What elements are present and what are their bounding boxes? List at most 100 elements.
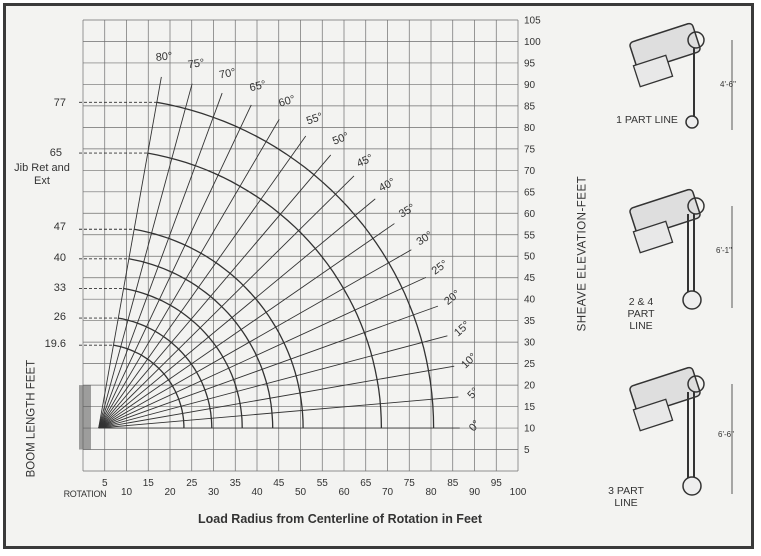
- boom-angle-line: [98, 92, 223, 429]
- y-tick-label: 5: [524, 445, 530, 456]
- boom-angle-label: 75°: [187, 57, 205, 71]
- x-tick-label: 65: [360, 478, 372, 489]
- diagram-frame: [3, 3, 754, 549]
- boom-angle-line: [98, 223, 395, 429]
- sheave-icon: [687, 197, 705, 215]
- boom-angle-lines: [98, 76, 460, 429]
- boom-angle-line: [98, 76, 162, 429]
- x-tick-label: 10: [121, 487, 133, 498]
- boom-length-label: 65: [49, 147, 62, 159]
- x-tick-label: 25: [186, 478, 198, 489]
- y-tick-label: 30: [524, 338, 536, 349]
- rotation-label: ROTATION: [63, 489, 107, 499]
- y-tick-label: 25: [524, 359, 536, 370]
- hook-block-icon: [685, 115, 699, 129]
- boom-angle-line: [98, 335, 448, 429]
- boom-angle-label: 55°: [305, 111, 325, 128]
- boom-angle-line: [98, 198, 376, 429]
- boom-head-icon: [629, 366, 701, 416]
- hook-bracket-icon: [632, 220, 674, 254]
- boom-angle-label: 45°: [355, 152, 375, 170]
- y-tick-label: 95: [524, 58, 536, 69]
- boom-angle-label: 65°: [248, 79, 267, 95]
- x-tick-label: 20: [164, 487, 176, 498]
- y-tick-label: 40: [524, 295, 536, 306]
- boom-angle-label: 35°: [397, 202, 417, 221]
- x-tick-label: 95: [491, 478, 503, 489]
- y-tick-label: 20: [524, 381, 536, 392]
- boom-angle-line: [98, 365, 455, 429]
- y-tick-label: 60: [524, 209, 536, 220]
- y-tick-label: 105: [524, 16, 541, 27]
- y-tick-label: 85: [524, 101, 536, 112]
- grid: [82, 19, 519, 472]
- x-tick-label: 85: [447, 478, 459, 489]
- reeving-dimension-2: 6'-1": [716, 246, 732, 255]
- sheave-icon: [687, 375, 705, 393]
- x-tick-label: 5: [102, 478, 108, 489]
- boom-angle-line: [98, 135, 307, 429]
- boom-length-axis-title: BOOM LENGTH FEET: [25, 359, 38, 478]
- y-tick-label: 35: [524, 316, 536, 327]
- boom-length-label: 19.6: [44, 338, 66, 350]
- boom-angle-label: 5°: [466, 385, 482, 401]
- y-tick-label: 10: [524, 424, 536, 435]
- y-tick-label: 65: [524, 187, 536, 198]
- boom-angle-label: 70°: [218, 66, 237, 81]
- boom-angle-line: [98, 396, 459, 429]
- boom-angle-line: [98, 175, 355, 429]
- y-tick-label: 55: [524, 230, 536, 241]
- hook-bracket-icon: [632, 398, 674, 432]
- boom-angle-label: 15°: [452, 319, 472, 339]
- boom-angle-label: 10°: [459, 351, 479, 371]
- y-tick-label: 45: [524, 273, 536, 284]
- hook-block-icon: [682, 290, 702, 310]
- x-tick-label: 50: [295, 487, 307, 498]
- boom-length-label: 47: [53, 221, 66, 233]
- jib-label: Jib Ret and Ext: [14, 162, 70, 187]
- reeving-diagrams: [629, 22, 733, 496]
- boom-angle-line: [98, 249, 412, 429]
- x-tick-label: 30: [208, 487, 220, 498]
- y-tick-label: 100: [524, 37, 541, 48]
- x-tick-label: 70: [382, 487, 394, 498]
- reeving-label-1: 1 PART LINE: [616, 114, 678, 126]
- x-tick-label: 80: [425, 487, 437, 498]
- hook-block-icon: [682, 476, 702, 496]
- boom-angle-label: 60°: [277, 93, 296, 109]
- boom-angle-line: [98, 83, 193, 429]
- boom-angle-line: [98, 276, 427, 429]
- reeving-label-3: 3 PART LINE: [608, 485, 644, 510]
- boom-angle-line: [98, 119, 280, 429]
- x-tick-label: 35: [230, 478, 242, 489]
- boom-angle-label: 80°: [155, 50, 173, 64]
- y-tick-label: 15: [524, 402, 536, 413]
- y-tick-label: 50: [524, 252, 536, 263]
- reeving-label-2: 2 & 4 PART LINE: [627, 296, 655, 333]
- x-tick-label: 60: [338, 487, 350, 498]
- y-tick-label: 70: [524, 166, 536, 177]
- hook-bracket-icon: [632, 54, 674, 88]
- y-tick-label: 90: [524, 80, 536, 91]
- boom-length-label: 26: [53, 311, 66, 323]
- x-tick-label: 15: [143, 478, 155, 489]
- x-tick-label: 40: [251, 487, 263, 498]
- boom-angle-label: 20°: [442, 288, 462, 308]
- x-axis-title: Load Radius from Centerline of Rotation …: [197, 512, 483, 526]
- boom-angle-line: [98, 154, 332, 429]
- boom-angle-line: [98, 305, 439, 429]
- boom-angle-label: 50°: [331, 130, 351, 147]
- boom-angle-line: [98, 104, 252, 429]
- boom-angle-label: 30°: [415, 229, 435, 248]
- rotation-base: [79, 385, 91, 450]
- boom-angle-label: 25°: [430, 258, 451, 277]
- boom-length-label: 40: [53, 252, 66, 264]
- chart-labels: 5101520253035404550556065707580859095100…: [79, 16, 541, 498]
- boom-head-icon: [629, 22, 701, 72]
- x-tick-label: 90: [469, 487, 481, 498]
- boom-length-label: 33: [53, 282, 66, 294]
- x-tick-label: 45: [273, 478, 285, 489]
- boom-angle-label: 0°: [467, 418, 483, 434]
- sheave-icon: [687, 31, 705, 49]
